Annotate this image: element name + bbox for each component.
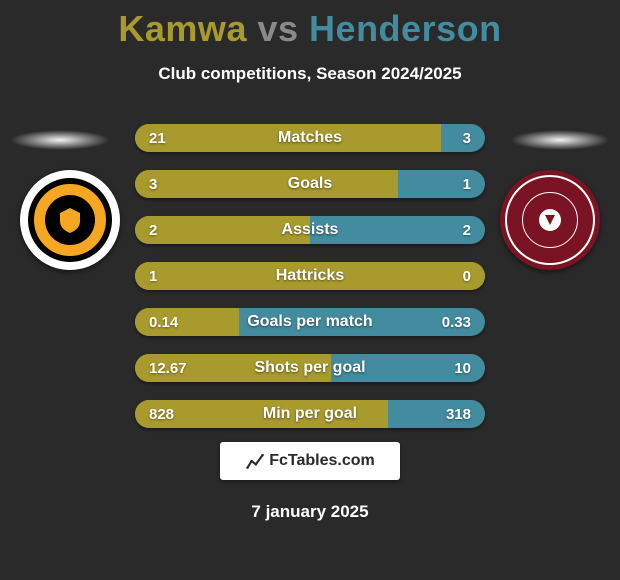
logo-text: FcTables.com <box>269 452 375 470</box>
stat-bar: 0.14Goals per match0.33 <box>135 308 485 336</box>
stat-bar: 828Min per goal318 <box>135 400 485 428</box>
crest-shadow-left <box>10 130 110 150</box>
stat-label: Goals per match <box>135 308 485 336</box>
subtitle: Club competitions, Season 2024/2025 <box>0 64 620 84</box>
stat-value-right: 3 <box>463 124 471 152</box>
stat-value-right: 2 <box>463 216 471 244</box>
stat-label: Min per goal <box>135 400 485 428</box>
stat-bar: 3Goals1 <box>135 170 485 198</box>
title-vs: vs <box>257 8 298 49</box>
comparison-title: Kamwa vs Henderson <box>0 0 620 50</box>
stat-value-right: 318 <box>446 400 471 428</box>
stat-label: Goals <box>135 170 485 198</box>
shield-icon <box>55 205 85 235</box>
player1-name: Kamwa <box>118 8 247 49</box>
stat-value-right: 10 <box>454 354 471 382</box>
club-crest-left <box>20 170 120 270</box>
stat-value-right: 0.33 <box>442 308 471 336</box>
stat-value-right: 0 <box>463 262 471 290</box>
stat-label: Assists <box>135 216 485 244</box>
club-crest-right <box>500 170 600 270</box>
date-text: 7 january 2025 <box>0 502 620 522</box>
player2-name: Henderson <box>309 8 502 49</box>
stat-bar: 12.67Shots per goal10 <box>135 354 485 382</box>
stat-label: Hattricks <box>135 262 485 290</box>
stat-bar: 1Hattricks0 <box>135 262 485 290</box>
crest-shadow-right <box>510 130 610 150</box>
stat-label: Matches <box>135 124 485 152</box>
chart-icon <box>245 451 265 471</box>
crest-core <box>522 192 578 248</box>
club-emblem-icon <box>533 203 567 237</box>
crest-core <box>45 195 95 245</box>
stat-bar: 21Matches3 <box>135 124 485 152</box>
site-logo: FcTables.com <box>220 442 400 480</box>
crest-inner-ring <box>505 175 595 265</box>
stat-label: Shots per goal <box>135 354 485 382</box>
stat-bar: 2Assists2 <box>135 216 485 244</box>
crest-inner-ring <box>28 178 112 262</box>
stat-value-right: 1 <box>463 170 471 198</box>
stats-bars: 21Matches33Goals12Assists21Hattricks00.1… <box>135 124 485 446</box>
crest-outer-ring <box>500 170 600 270</box>
crest-outer-ring <box>20 170 120 270</box>
